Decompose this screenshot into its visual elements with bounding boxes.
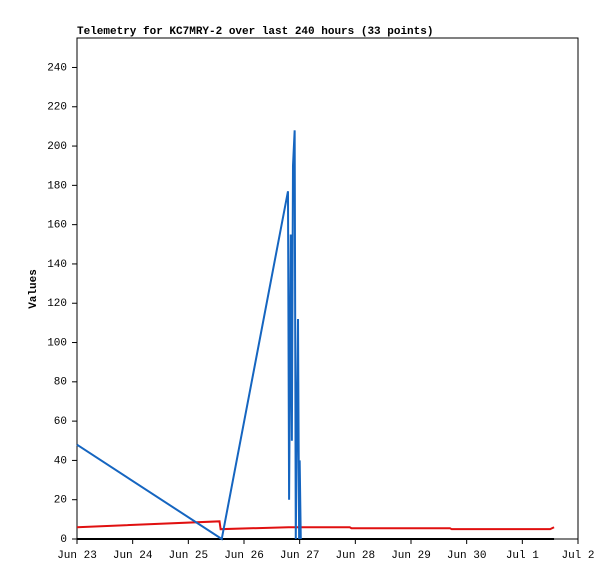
y-tick-label: 80 <box>54 377 67 389</box>
y-tick-label: 140 <box>47 259 67 271</box>
data-line <box>76 130 302 541</box>
y-tick-label: 0 <box>60 534 67 546</box>
x-tick-label: Jun 26 <box>224 550 264 562</box>
x-tick-label: Jun 25 <box>169 550 209 562</box>
y-tick-label: 20 <box>54 495 67 507</box>
y-tick-label: 60 <box>54 416 67 428</box>
x-tick-label: Jun 24 <box>113 550 153 562</box>
plot-frame <box>76 37 579 540</box>
x-tick-label: Jun 29 <box>391 550 431 562</box>
chart-title: Telemetry for KC7MRY-2 over last 240 hou… <box>77 26 433 38</box>
x-tick-label: Jun 27 <box>280 550 320 562</box>
x-tick-label: Jul 2 <box>561 550 594 562</box>
y-tick-label: 180 <box>47 180 67 192</box>
y-tick-label: 40 <box>54 455 67 467</box>
y-tick-label: 120 <box>47 298 67 310</box>
y-tick-label: 160 <box>47 220 67 232</box>
y-axis-label: Values <box>28 269 40 309</box>
x-tick-label: Jun 23 <box>57 550 97 562</box>
x-tick-label: Jun 30 <box>447 550 487 562</box>
x-tick-label: Jul 1 <box>506 550 539 562</box>
y-tick-label: 220 <box>47 102 67 114</box>
data-line <box>76 520 555 531</box>
y-tick-label: 100 <box>47 337 67 349</box>
x-tick-label: Jun 28 <box>336 550 376 562</box>
y-tick-label: 240 <box>47 62 67 74</box>
y-tick-label: 200 <box>47 141 67 153</box>
